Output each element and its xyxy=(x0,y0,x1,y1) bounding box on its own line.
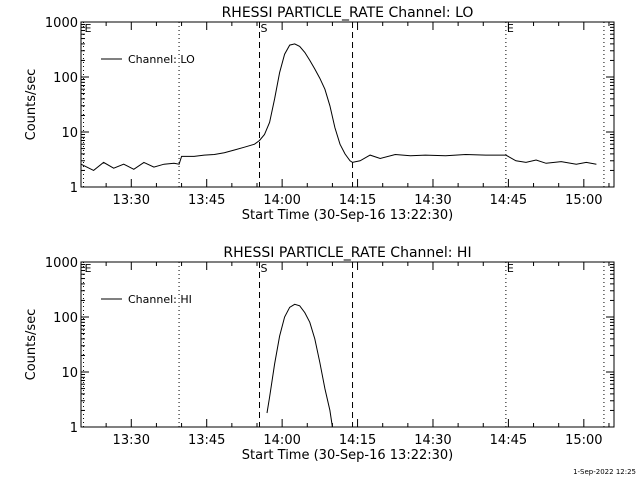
y-tick-label: 10 xyxy=(61,366,78,381)
y-tick-label: 1 xyxy=(70,421,78,436)
series-line xyxy=(80,43,597,171)
y-tick-label: 1000 xyxy=(45,256,78,271)
y-tick-label: 1 xyxy=(70,181,78,196)
marker-label: S xyxy=(261,262,268,275)
y-tick-label: 100 xyxy=(53,71,78,86)
x-axis-label: Start Time (30-Sep-16 13:22:30) xyxy=(242,208,453,223)
marker-label: E xyxy=(507,22,514,35)
x-tick-label: 15:00 xyxy=(565,193,602,208)
x-tick-label: 14:45 xyxy=(490,193,527,208)
y-tick-label: 10 xyxy=(61,126,78,141)
plot-frame xyxy=(80,21,615,188)
y-tick-label: 1000 xyxy=(45,16,78,31)
marker-label: E xyxy=(85,22,92,35)
x-tick-label: 13:30 xyxy=(113,193,150,208)
x-tick-label: 14:30 xyxy=(414,433,451,448)
plot-frame xyxy=(80,261,615,428)
chart-title: RHESSI PARTICLE_RATE Channel: LO xyxy=(222,5,474,21)
legend-label: Channel: HI xyxy=(128,293,192,306)
x-tick-label: 14:45 xyxy=(490,433,527,448)
marker-label: E xyxy=(507,262,514,275)
x-tick-label: 14:00 xyxy=(263,193,300,208)
legend-label: Channel: LO xyxy=(128,53,195,66)
y-axis-label: Counts/sec xyxy=(24,69,39,141)
x-tick-label: 13:30 xyxy=(113,433,150,448)
x-tick-label: 14:00 xyxy=(263,433,300,448)
x-tick-label: 13:45 xyxy=(188,433,225,448)
generation-timestamp: 1-Sep-2022 12:25 xyxy=(573,468,636,476)
x-tick-label: 14:30 xyxy=(414,193,451,208)
x-tick-label: 15:00 xyxy=(565,433,602,448)
y-axis-label: Counts/sec xyxy=(24,309,39,381)
marker-label: S xyxy=(261,22,268,35)
x-tick-label: 14:15 xyxy=(339,193,376,208)
series-line xyxy=(266,303,333,428)
marker-label: E xyxy=(85,262,92,275)
x-axis-label: Start Time (30-Sep-16 13:22:30) xyxy=(242,448,453,463)
x-tick-label: 14:15 xyxy=(339,433,376,448)
y-tick-label: 100 xyxy=(53,311,78,326)
x-tick-label: 13:45 xyxy=(188,193,225,208)
chart-title: RHESSI PARTICLE_RATE Channel: HI xyxy=(223,245,471,261)
